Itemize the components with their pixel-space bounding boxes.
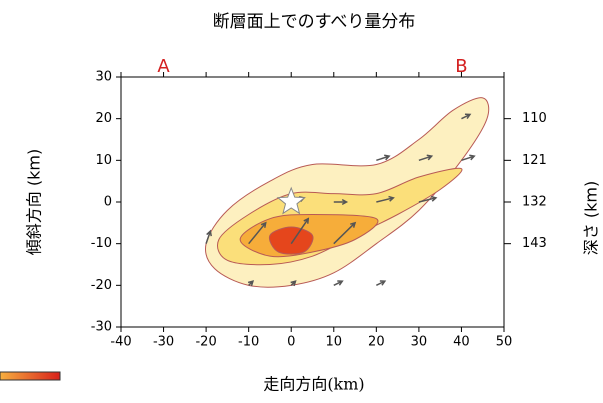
colorbar xyxy=(0,371,61,381)
annotation: B xyxy=(455,56,467,77)
slip-vector xyxy=(333,221,357,245)
slip-vector xyxy=(247,280,255,287)
x-tick-label: 10 xyxy=(326,335,343,350)
slip-vector xyxy=(461,154,476,162)
slip-vector xyxy=(376,195,395,203)
x-tick-label: -10 xyxy=(238,335,259,350)
y2-axis-label: 深さ (km) xyxy=(582,181,601,255)
hypocenter xyxy=(276,186,306,215)
x-tick-label: 50 xyxy=(496,335,513,350)
slip-vector xyxy=(248,221,267,245)
x-tick-label: 20 xyxy=(368,335,385,350)
slip-vector xyxy=(290,280,297,287)
slip-vector xyxy=(333,198,349,206)
y-tick-label: -30 xyxy=(91,320,112,335)
x-axis-label: 走向方向(km) xyxy=(263,375,364,394)
y2-tick-label: 110 xyxy=(522,111,547,126)
annotation: A xyxy=(157,56,170,77)
y-tick-label: 30 xyxy=(95,70,112,85)
x-tick-label: 30 xyxy=(411,335,428,350)
x-tick-label: -20 xyxy=(195,335,216,350)
y-tick-label: 20 xyxy=(95,111,112,126)
y-axis-label: 傾斜方向 (km) xyxy=(25,149,44,255)
slip-vector xyxy=(461,113,472,120)
y-tick-label: -20 xyxy=(91,278,112,293)
y2-tick-label: 132 xyxy=(522,195,547,210)
x-tick-label: -30 xyxy=(153,335,174,350)
x-tick-label: -40 xyxy=(110,335,131,350)
y2-tick-label: 121 xyxy=(522,153,547,168)
x-tick-label: 40 xyxy=(453,335,470,350)
y-tick-label: -10 xyxy=(91,236,112,251)
slip-vector xyxy=(376,280,387,287)
slip-vector xyxy=(418,195,438,203)
y-tick-label: 10 xyxy=(95,153,112,168)
chart-title: 断層面上でのすべり量分布 xyxy=(213,12,416,32)
slip-vector xyxy=(376,154,391,162)
y-tick-label: 0 xyxy=(104,195,112,210)
contour xyxy=(268,226,314,255)
y2-tick-label: 143 xyxy=(522,236,547,251)
x-tick-label: 0 xyxy=(287,335,295,350)
slip-vector xyxy=(333,280,344,287)
slip-vector xyxy=(205,229,212,244)
slip-vector xyxy=(290,217,310,245)
slip-vector xyxy=(418,154,434,162)
